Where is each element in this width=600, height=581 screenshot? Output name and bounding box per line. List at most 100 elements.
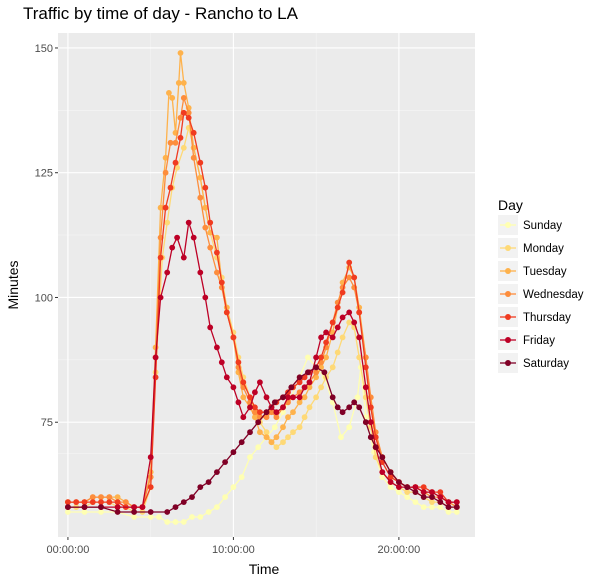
data-point (301, 384, 308, 391)
data-point (318, 334, 324, 341)
data-point (334, 404, 341, 411)
data-point (222, 494, 229, 500)
data-point (131, 504, 138, 510)
data-point (252, 404, 258, 411)
data-point (207, 324, 214, 331)
data-point (351, 399, 358, 406)
legend-item-sunday: Sunday (498, 215, 562, 235)
data-point (356, 404, 363, 411)
data-point (346, 319, 353, 326)
data-point (122, 499, 129, 505)
data-point (306, 404, 313, 411)
data-point (271, 399, 278, 406)
data-point (180, 144, 187, 151)
data-point (338, 434, 344, 441)
data-point (379, 469, 386, 475)
data-point (106, 494, 113, 500)
data-point (240, 394, 247, 401)
data-point (305, 354, 311, 361)
data-point (445, 504, 452, 510)
data-point (247, 429, 253, 436)
data-point (240, 379, 247, 386)
data-point (329, 394, 336, 401)
legend-item-saturday: Saturday (498, 353, 569, 373)
data-point (255, 419, 262, 426)
data-point (285, 414, 291, 421)
data-point (164, 219, 171, 226)
data-point (167, 139, 174, 146)
data-point (404, 484, 411, 490)
data-point (214, 469, 220, 475)
data-point (420, 504, 427, 510)
data-point (257, 379, 263, 386)
legend-key-point (505, 222, 511, 228)
data-point (174, 234, 181, 241)
data-point (147, 514, 154, 520)
data-point (164, 509, 171, 515)
data-point (73, 499, 80, 505)
data-point (263, 429, 270, 436)
legend-item-thursday: Thursday (498, 307, 571, 327)
data-point (189, 494, 195, 500)
data-point (205, 509, 212, 515)
data-point (98, 499, 104, 505)
data-point (131, 514, 138, 520)
chart-title: Traffic by time of day - Rancho to LA (23, 4, 299, 23)
data-point (167, 184, 174, 191)
data-point (207, 244, 214, 251)
data-point (65, 509, 71, 515)
data-point (202, 204, 209, 211)
data-point (169, 95, 176, 101)
data-point (180, 519, 187, 525)
data-point (453, 499, 460, 505)
data-point (214, 249, 220, 256)
data-point (240, 414, 247, 421)
data-point (273, 434, 280, 441)
data-point (323, 339, 329, 346)
data-point (81, 499, 88, 505)
data-point (197, 269, 204, 276)
data-point (152, 374, 159, 381)
data-point (190, 129, 197, 136)
data-point (379, 454, 386, 461)
data-point (313, 394, 319, 401)
data-point (429, 489, 435, 495)
data-point (172, 504, 179, 510)
data-point (207, 219, 214, 226)
data-point (147, 509, 154, 515)
data-point (387, 484, 394, 490)
data-point (280, 409, 286, 416)
data-point (214, 504, 220, 510)
data-point (367, 434, 374, 441)
data-point (189, 514, 195, 520)
legend-key-point (505, 360, 511, 366)
data-point (247, 394, 253, 401)
data-point (197, 514, 204, 520)
data-point (81, 504, 88, 510)
data-point (230, 449, 237, 456)
data-point (185, 114, 192, 121)
data-point (223, 309, 230, 316)
plot-panel (58, 33, 475, 537)
data-point (296, 379, 303, 386)
y-tick-label: 75 (41, 417, 53, 429)
data-point (280, 404, 286, 411)
data-point (223, 374, 230, 381)
data-point (329, 319, 336, 326)
data-point (318, 384, 324, 391)
data-point (296, 399, 303, 406)
data-point (230, 384, 237, 391)
data-point (301, 394, 308, 401)
data-point (354, 394, 361, 401)
data-point (172, 139, 179, 146)
legend-item-wednesday: Wednesday (498, 284, 584, 304)
data-point (280, 439, 286, 446)
data-point (453, 509, 460, 515)
data-point (372, 444, 379, 451)
data-point (356, 309, 363, 316)
data-point (218, 359, 225, 366)
data-point (89, 499, 96, 505)
data-point (387, 474, 394, 480)
legend-label: Tuesday (523, 266, 567, 278)
